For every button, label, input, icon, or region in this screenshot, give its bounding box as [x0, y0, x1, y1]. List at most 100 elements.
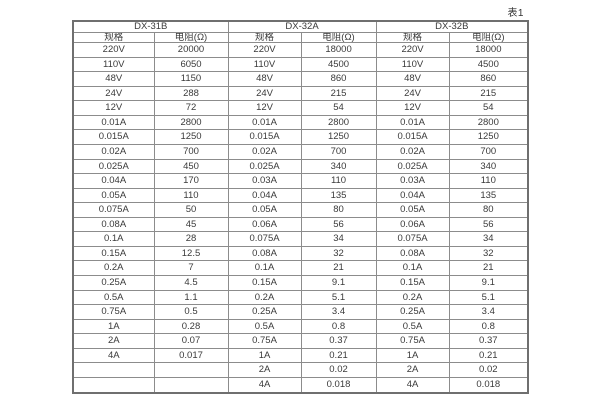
resistance-cell: 18000 — [300, 42, 377, 58]
resistance-cell: 110 — [153, 187, 229, 204]
spec-cell: 0.1A — [72, 231, 155, 247]
resistance-cell: 56 — [448, 216, 529, 233]
resistance-cell: 135 — [448, 187, 529, 204]
spec-cell: 0.03A — [375, 173, 450, 189]
resistance-cell: 1250 — [448, 129, 529, 145]
resistance-cell: 5.1 — [300, 289, 377, 306]
spec-cell: 0.075A — [72, 202, 155, 218]
table-row: 0.015A 1250 0.015A 1250 0.015A 1250 — [72, 129, 529, 145]
resistance-cell: 0.5 — [153, 304, 229, 320]
resistance-cell: 54 — [448, 100, 529, 116]
spec-cell: 1A — [375, 347, 450, 364]
spec-cell: 12V — [227, 100, 302, 116]
spec-cell: 0.05A — [375, 202, 450, 218]
resistance-cell — [153, 376, 229, 394]
resistance-cell: 20000 — [153, 42, 229, 58]
group-header-row: DX-31B DX-32A DX-32B — [72, 20, 529, 33]
group-header-dx32b: DX-32B — [375, 20, 529, 33]
resistance-cell: 860 — [300, 71, 377, 87]
column-header-spec: 规格 — [72, 31, 155, 43]
spec-cell: 48V — [227, 71, 302, 87]
spec-cell: 0.015A — [375, 129, 450, 145]
spec-cell: 0.1A — [227, 260, 302, 276]
resistance-cell: 1150 — [153, 71, 229, 87]
table-row: 220V 20000 220V 18000 220V 18000 — [72, 42, 529, 58]
resistance-cell: 0.37 — [448, 333, 529, 349]
table-header: DX-31B DX-32A DX-32B 规格 电阻(Ω) 规格 电阻(Ω) 规… — [72, 20, 529, 43]
spec-cell: 24V — [72, 85, 155, 102]
resistance-cell: 288 — [153, 85, 229, 102]
resistance-cell: 80 — [300, 202, 377, 218]
spec-cell: 0.03A — [227, 173, 302, 189]
spec-cell: 0.015A — [72, 129, 155, 145]
spec-cell: 0.04A — [72, 173, 155, 189]
spec-cell: 48V — [375, 71, 450, 87]
table-body: 220V 20000 220V 18000 220V 18000 110V 6050 110V 4… — [72, 42, 529, 394]
spec-cell: 0.05A — [227, 202, 302, 218]
spec-cell: 1A — [72, 318, 155, 335]
resistance-cell: 21 — [300, 260, 377, 276]
resistance-cell: 1250 — [300, 129, 377, 145]
spec-cell: 0.01A — [72, 114, 155, 131]
spec-cell: 0.04A — [375, 187, 450, 204]
resistance-cell: 860 — [448, 71, 529, 87]
resistance-cell: 12.5 — [153, 245, 229, 262]
resistance-cell: 0.37 — [300, 333, 377, 349]
table-caption: 表1 — [507, 8, 524, 19]
resistance-cell: 340 — [300, 158, 377, 175]
resistance-cell: 0.8 — [300, 318, 377, 335]
table-row: 110V 6050 110V 4500 110V 4500 — [72, 56, 529, 73]
table-row: 4A 0.018 4A 0.018 — [72, 376, 529, 394]
spec-cell: 2A — [227, 362, 302, 378]
table-row: 0.05A 110 0.04A 135 0.04A 135 — [72, 187, 529, 204]
spec-cell: 220V — [227, 42, 302, 58]
resistance-cell: 21 — [448, 260, 529, 276]
spec-cell: 0.75A — [375, 333, 450, 349]
spec-cell: 12V — [375, 100, 450, 116]
column-header-spec: 规格 — [227, 31, 302, 43]
spec-cell: 0.04A — [227, 187, 302, 204]
resistance-cell: 0.07 — [153, 333, 229, 349]
spec-cell: 0.015A — [227, 129, 302, 145]
table-row: 0.04A 170 0.03A 110 0.03A 110 — [72, 173, 529, 189]
resistance-cell: 9.1 — [448, 275, 529, 291]
table-row: 2A 0.02 2A 0.02 — [72, 362, 529, 378]
spec-cell: 0.5A — [375, 318, 450, 335]
table-row: 12V 72 12V 54 12V 54 — [72, 100, 529, 116]
resistance-cell: 110 — [448, 173, 529, 189]
spec-cell: 0.075A — [227, 231, 302, 247]
resistance-cell: 6050 — [153, 56, 229, 73]
resistance-cell: 72 — [153, 100, 229, 116]
spec-cell: 0.1A — [375, 260, 450, 276]
resistance-cell: 4.5 — [153, 275, 229, 291]
spec-cell: 0.5A — [72, 289, 155, 306]
table-row: 0.02A 700 0.02A 700 0.02A 700 — [72, 143, 529, 160]
resistance-cell: 2800 — [300, 114, 377, 131]
table-row: 24V 288 24V 215 24V 215 — [72, 85, 529, 102]
resistance-cell: 3.4 — [448, 304, 529, 320]
spec-cell: 0.02A — [72, 143, 155, 160]
table-row: 0.01A 2800 0.01A 2800 0.01A 2800 — [72, 114, 529, 131]
spec-cell: 0.08A — [375, 245, 450, 262]
spec-cell: 24V — [227, 85, 302, 102]
table-row: 4A 0.017 1A 0.21 1A 0.21 — [72, 347, 529, 364]
column-header-resistance: 电阻(Ω) — [300, 31, 377, 43]
table-row: 2A 0.07 0.75A 0.37 0.75A 0.37 — [72, 333, 529, 349]
spec-cell: 0.08A — [227, 245, 302, 262]
spec-cell: 0.5A — [227, 318, 302, 335]
spec-cell: 4A — [375, 376, 450, 394]
resistance-cell: 0.21 — [300, 347, 377, 364]
resistance-cell: 450 — [153, 158, 229, 175]
table-row: 0.75A 0.5 0.25A 3.4 0.25A 3.4 — [72, 304, 529, 320]
resistance-cell: 215 — [448, 85, 529, 102]
spec-cell: 0.075A — [375, 231, 450, 247]
spec-cell: 0.025A — [72, 158, 155, 175]
spec-cell: 220V — [375, 42, 450, 58]
resistance-cell: 3.4 — [300, 304, 377, 320]
table-row: 0.2A 7 0.1A 21 0.1A 21 — [72, 260, 529, 276]
spec-cell: 0.06A — [375, 216, 450, 233]
resistance-cell: 45 — [153, 216, 229, 233]
resistance-cell: 54 — [300, 100, 377, 116]
resistance-cell — [153, 362, 229, 378]
resistance-cell: 4500 — [448, 56, 529, 73]
